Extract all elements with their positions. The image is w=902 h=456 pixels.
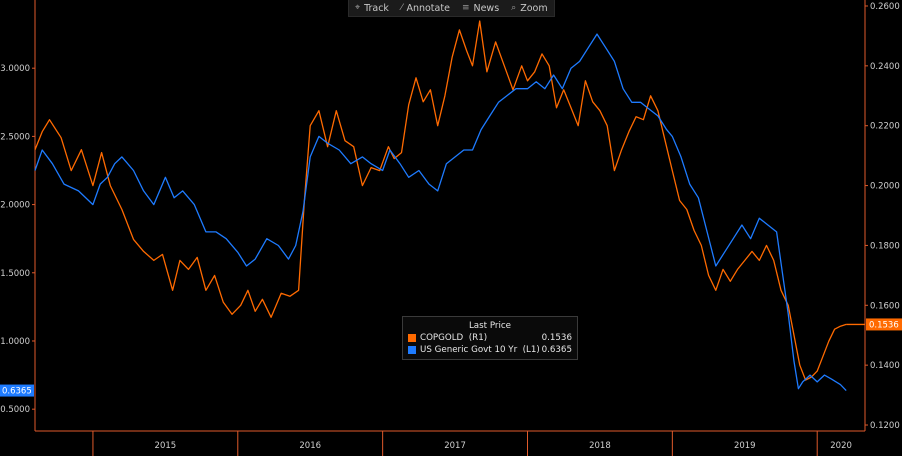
right-last-value-label: 0.1536 (869, 320, 899, 330)
track-button[interactable]: ⌖ Track (349, 0, 395, 16)
annotate-button[interactable]: ⁄ Annotate (395, 0, 456, 16)
right-axis-ticks: 0.1200 0.1400 0.1600 0.1800 0.2000 0.2200 0.24… (865, 2, 900, 431)
news-button[interactable]: ≡ News (456, 0, 505, 16)
legend-row-us10y: US Generic Govt 10 Yr (L1) 0.6365 (408, 345, 577, 355)
series-line-0 (34, 20, 847, 381)
legend-value-us10y: 0.6365 (541, 345, 572, 355)
left-tick-label: 1.5000 (0, 269, 30, 279)
left-tick-label: 3.0000 (0, 64, 30, 74)
x-axis-ticks: 2015 2016 2017 2018 2019 2020 (92, 431, 852, 456)
x-tick-label: 2016 (299, 441, 321, 451)
x-tick-label: 2020 (830, 441, 852, 451)
legend-swatch-us10y (408, 346, 416, 354)
zoom-label: Zoom (520, 2, 548, 14)
right-tick-label: 0.2600 (870, 2, 900, 12)
right-last-value-box (866, 318, 902, 331)
left-tick-label: 0.5000 (0, 405, 30, 415)
pencil-icon: ⁄ (400, 3, 403, 13)
left-last-value-label: 0.6365 (2, 387, 32, 397)
left-tick-label: 1.0000 (0, 337, 30, 347)
left-axis-ticks: 0.5000 1.0000 1.5000 2.0000 2.5000 3.0000 (0, 64, 35, 415)
annotate-label: Annotate (406, 2, 450, 14)
legend-value-copgold: 0.1536 (541, 333, 572, 343)
legend-header: Last Price (468, 321, 512, 331)
crosshair-icon: ⌖ (355, 3, 361, 13)
x-tick-label: 2019 (734, 441, 756, 451)
legend-box: Last Price COPGOLD (R1) 0.1536 US Generi… (402, 316, 578, 360)
x-tick-label: 2015 (155, 441, 177, 451)
legend-name-us10y: US Generic Govt 10 Yr (L1) (420, 345, 540, 355)
zoom-button[interactable]: ⌕ Zoom (505, 0, 553, 16)
magnifier-icon: ⌕ (511, 3, 517, 13)
series-layer (34, 20, 847, 392)
right-tick-label: 0.2400 (870, 62, 900, 72)
right-tick-label: 0.1200 (870, 421, 900, 431)
last-value-markers: 0.1536 0.6365 (0, 318, 902, 397)
legend-row-copgold: COPGOLD (R1) 0.1536 (408, 333, 577, 343)
legend-swatch-copgold (408, 334, 416, 342)
news-icon: ≡ (461, 3, 470, 13)
left-tick-label: 2.5000 (0, 132, 30, 142)
news-label: News (473, 2, 500, 14)
right-tick-label: 0.2200 (870, 122, 900, 132)
right-tick-label: 0.1400 (870, 361, 900, 371)
left-tick-label: 2.0000 (0, 201, 30, 211)
series-line-1 (34, 33, 847, 392)
plot-frame (34, 0, 866, 432)
right-tick-label: 0.2000 (870, 182, 900, 192)
x-tick-label: 2017 (444, 441, 466, 451)
track-label: Track (364, 2, 389, 14)
right-tick-label: 0.1800 (870, 241, 900, 251)
right-tick-label: 0.1600 (870, 301, 900, 311)
left-last-value-box (0, 384, 34, 397)
chart-toolbar: ⌖ Track ⁄ Annotate ≡ News ⌕ Zoom (348, 0, 555, 17)
x-tick-label: 2018 (589, 441, 611, 451)
legend-name-copgold: COPGOLD (R1) (420, 333, 488, 343)
